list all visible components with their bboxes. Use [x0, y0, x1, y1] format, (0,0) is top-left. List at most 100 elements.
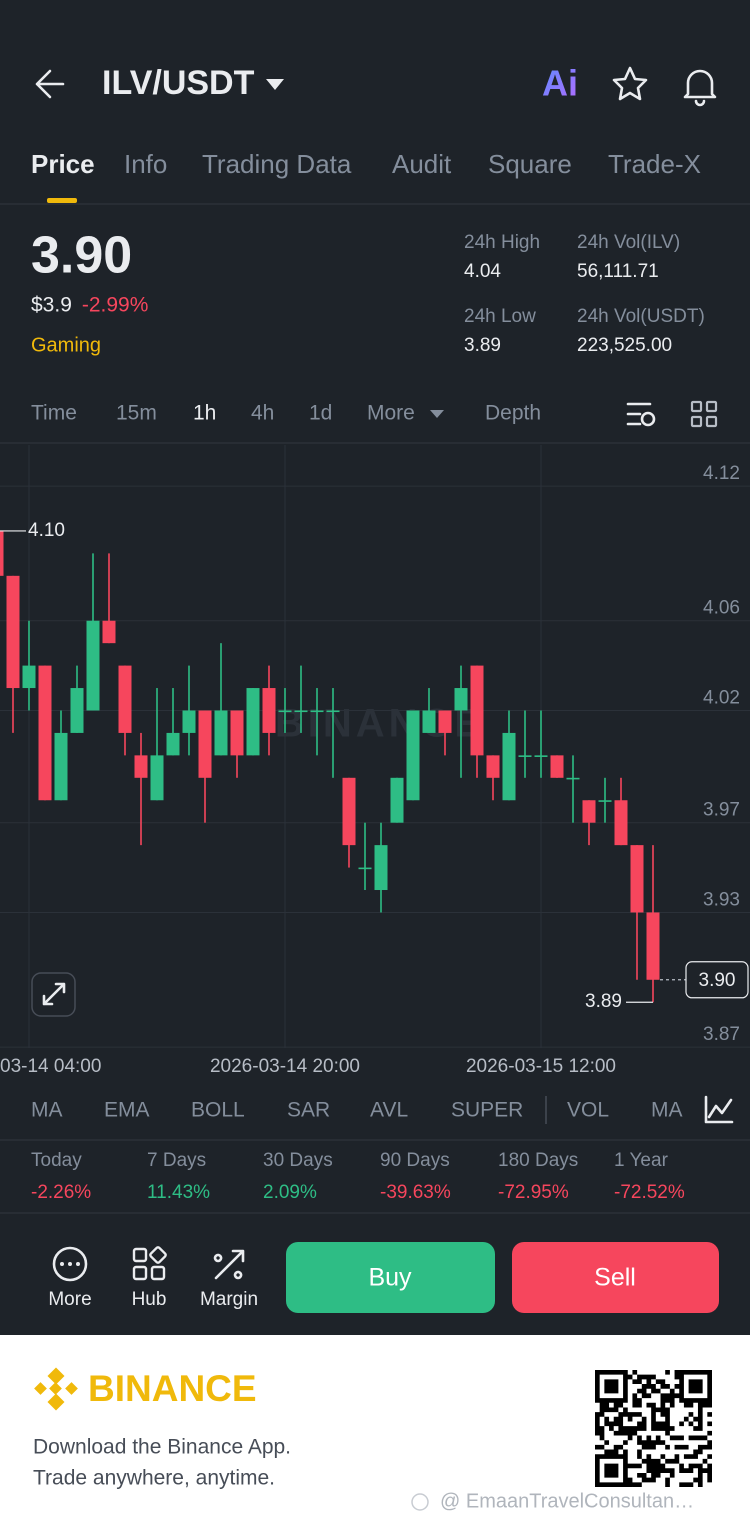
candle-body [358, 867, 372, 870]
plot-area: BINANCE [0, 445, 750, 1048]
brand-name: BINANCE [88, 1368, 257, 1409]
candle-body [454, 688, 468, 711]
stat-label: 24h Vol(USDT) [577, 306, 705, 327]
candle-body [470, 665, 484, 756]
candle-body [70, 688, 84, 733]
candle-body [582, 800, 596, 823]
period-label: 1 Year [614, 1150, 669, 1171]
tab[interactable]: Audit [392, 149, 452, 179]
y-tick-label: 4.06 [703, 598, 740, 619]
fullscreen-button[interactable] [31, 972, 76, 1017]
interval[interactable]: More [367, 402, 415, 425]
candle-body [502, 732, 516, 801]
x-tick-label: 03-14 04:00 [0, 1056, 101, 1077]
indicator[interactable]: MA [651, 1099, 683, 1122]
candle-body [150, 755, 164, 801]
last-price: 3.90 [31, 227, 132, 285]
interval[interactable]: 4h [251, 402, 274, 425]
footer-line: Trade anywhere, anytime. [33, 1467, 275, 1490]
candle-body [310, 710, 324, 713]
action-label[interactable]: More [48, 1289, 91, 1310]
indicator[interactable]: SUPER [451, 1099, 523, 1122]
tab[interactable]: Trading Data [202, 149, 352, 179]
footer-line: Download the Binance App. [33, 1436, 291, 1459]
x-tick-label: 2026-03-15 12:00 [466, 1056, 616, 1077]
candle-body [614, 800, 628, 846]
period-change: -2.26% [31, 1182, 91, 1203]
ai-button[interactable]: Ai [542, 63, 578, 104]
tab[interactable]: Price [31, 149, 95, 179]
period-label: Today [31, 1150, 82, 1171]
y-tick-label: 3.97 [703, 800, 740, 821]
interval[interactable]: Time [31, 402, 77, 425]
buy-button[interactable] [286, 1242, 495, 1313]
period-label: 90 Days [380, 1150, 450, 1171]
x-tick-label: 2026-03-14 20:00 [210, 1056, 360, 1077]
candle-body [406, 710, 420, 801]
candle-body [294, 710, 308, 713]
indicator[interactable]: VOL [567, 1099, 609, 1122]
back-button[interactable] [35, 69, 65, 99]
interval[interactable]: Depth [485, 402, 541, 425]
indicator-settings-button[interactable] [704, 1095, 734, 1124]
indicator[interactable]: EMA [104, 1099, 150, 1122]
action-bar: More Hub Margin [48, 1289, 258, 1310]
low-marker-label: 3.89 [585, 991, 622, 1012]
alert-button[interactable] [683, 69, 717, 107]
stat-value: 3.89 [464, 335, 501, 356]
candle-body [326, 710, 340, 713]
interval[interactable]: 15m [116, 402, 157, 425]
y-tick-label: 4.02 [703, 687, 740, 708]
candle-body [118, 665, 132, 733]
period-label: 30 Days [263, 1150, 333, 1171]
stats: 24h High 4.04 24h Vol(ILV) 56,111.71 24h Low… [464, 232, 705, 356]
candle-body [486, 755, 500, 778]
interval-bar: Time 15m 1h 4h 1d More Depth [31, 402, 541, 425]
stat-label: 24h Low [464, 306, 536, 327]
candle-body [390, 777, 404, 823]
favorite-button[interactable] [612, 66, 648, 101]
candle-body [630, 845, 644, 913]
candle-body [518, 755, 532, 757]
indicator[interactable]: AVL [370, 1099, 408, 1122]
stat-label: 24h Vol(ILV) [577, 232, 680, 253]
hub-icon[interactable] [132, 1246, 167, 1281]
tab[interactable]: Square [488, 149, 572, 179]
tab[interactable]: Trade-X [608, 149, 701, 179]
y-tick-label: 4.12 [703, 463, 740, 484]
margin-icon[interactable] [213, 1249, 245, 1280]
stat-label: 24h High [464, 232, 540, 253]
pair-caret[interactable] [266, 79, 284, 90]
chart-settings-button[interactable] [626, 402, 656, 427]
usd-price: $3.9 [31, 294, 72, 317]
period-label: 7 Days [147, 1150, 206, 1171]
candlestick-chart: BINANCE 4.12 4.06 4.02 3.97 3.93 3.87 03-14 04:… [0, 445, 750, 1077]
stat-value: 223,525.00 [577, 335, 672, 356]
watermark: BINANCE [275, 702, 485, 746]
last-price-box [685, 961, 749, 999]
candle-body [422, 710, 436, 733]
more-icon[interactable] [52, 1246, 88, 1282]
price-change: -2.99% [82, 294, 149, 317]
layout-button[interactable] [690, 400, 718, 428]
buy-label[interactable]: Buy [368, 1264, 412, 1292]
interval[interactable]: 1d [309, 402, 332, 425]
indicator[interactable]: MA [31, 1099, 63, 1122]
action-label[interactable]: Hub [132, 1289, 167, 1310]
pair-title[interactable]: ILV/USDT [102, 64, 255, 102]
interval[interactable]: 1h [193, 402, 216, 425]
qr-code [595, 1370, 712, 1487]
candle-body [342, 777, 356, 846]
more-caret[interactable] [430, 410, 444, 418]
indicator[interactable]: SAR [287, 1099, 330, 1122]
tab[interactable]: Info [124, 149, 167, 179]
sector-tag[interactable]: Gaming [31, 334, 101, 356]
tab-bar: Price Info Trading Data Audit Square Trade-X [31, 149, 701, 179]
indicator[interactable]: BOLL [191, 1099, 245, 1122]
sell-button[interactable] [512, 1242, 719, 1313]
candle-body [166, 732, 180, 756]
sell-label[interactable]: Sell [594, 1264, 636, 1292]
high-marker-label: 4.10 [28, 520, 65, 541]
action-label[interactable]: Margin [200, 1289, 258, 1310]
